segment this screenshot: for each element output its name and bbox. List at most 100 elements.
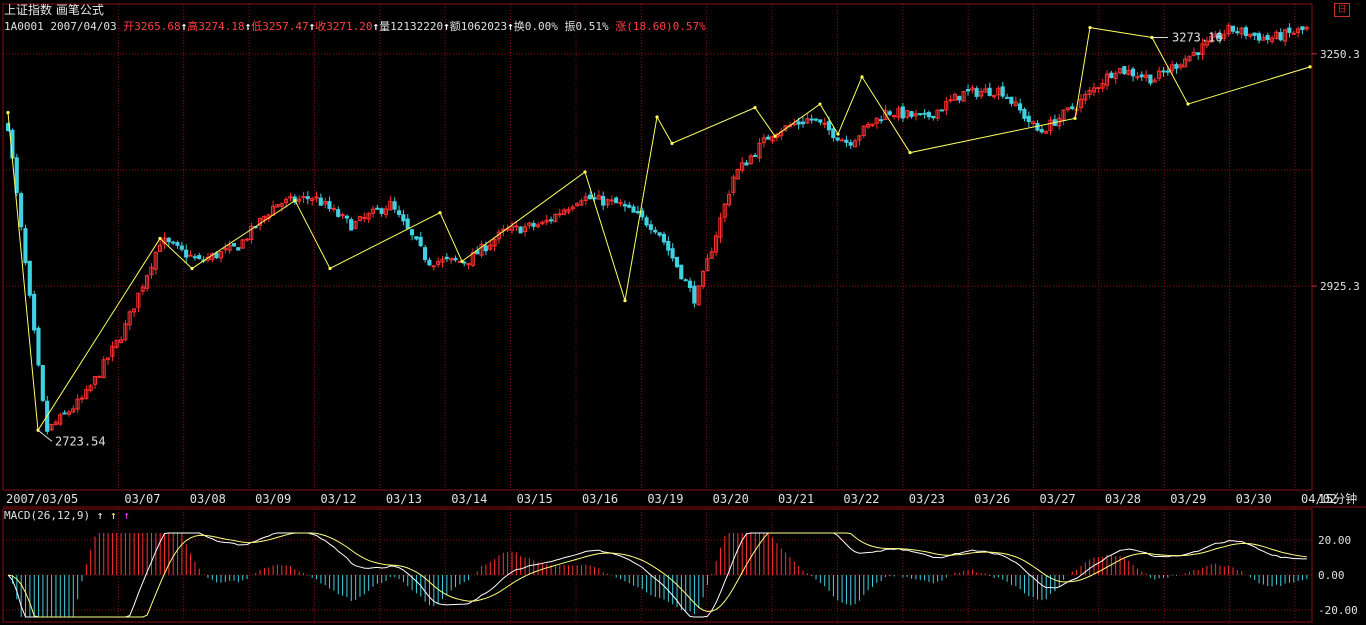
candle-body (1091, 87, 1096, 93)
brush-stroke-vertex (158, 236, 162, 241)
candle-body (144, 275, 150, 289)
candle-body (1165, 70, 1170, 73)
candle-body (557, 213, 562, 216)
candle-body (49, 423, 54, 431)
candle-body (101, 359, 106, 379)
candle-body (153, 251, 158, 270)
candle-body (409, 229, 415, 236)
up-arrow-icon: ↑ (123, 509, 130, 522)
candle-body (1143, 74, 1149, 79)
candle-body (318, 197, 323, 206)
candle-body (1113, 72, 1118, 80)
candle-body (805, 118, 810, 124)
macd-panel-frame (2, 508, 1313, 623)
candle-body (431, 265, 436, 268)
candle-body (548, 219, 554, 222)
change-label: 涨 (615, 20, 627, 33)
candle-body (935, 109, 940, 119)
candle-body (722, 203, 727, 218)
candle-body (705, 258, 710, 272)
open-value: 3265.68 (134, 20, 181, 33)
brush-stroke-vertex (670, 141, 674, 145)
candle-body (1109, 72, 1114, 79)
brush-stroke-vertex (1308, 65, 1312, 69)
candle-body (1096, 87, 1101, 90)
candle-body (605, 199, 610, 206)
x-tick-label: 2007/03/05 (6, 492, 78, 506)
candle-body (375, 207, 380, 210)
candle-body (218, 251, 223, 259)
candle-body (179, 245, 184, 250)
candle-body (131, 308, 137, 313)
candle-body (401, 214, 406, 222)
brush-stroke-vertex (293, 198, 297, 203)
window-icon[interactable]: 日 (1334, 3, 1350, 17)
candle-body (887, 111, 892, 115)
close-value: 3271.20 (326, 20, 373, 33)
candle-body (1004, 96, 1010, 99)
candle-body (1282, 29, 1288, 42)
candle-body (1104, 73, 1110, 86)
candle-body (1122, 66, 1127, 75)
candle-body (1130, 68, 1136, 77)
candle-body (14, 157, 19, 194)
candle-body (753, 154, 758, 157)
up-arrow-icon: ↑ (96, 509, 104, 522)
candle-body (1161, 70, 1166, 73)
candle-body (75, 398, 80, 410)
candle-body (1000, 86, 1005, 97)
candle-body (175, 242, 180, 246)
candle-body (813, 118, 819, 121)
candle-body (1248, 33, 1253, 37)
candle-body (214, 252, 219, 259)
candle-body (1022, 108, 1027, 119)
candle-body (297, 198, 302, 202)
candle-body (353, 221, 358, 229)
candle-body (726, 193, 732, 206)
candle-body (540, 221, 545, 225)
candle-body (1178, 64, 1183, 68)
stock-code: 1A0001 (4, 20, 44, 33)
candle-body (1026, 115, 1031, 123)
candle-body (566, 208, 571, 213)
candle-body (1183, 58, 1188, 68)
macd-dea-line (8, 532, 1307, 618)
candle-body (1152, 79, 1157, 83)
candle-body (627, 204, 632, 208)
candle-body (848, 142, 853, 146)
candle-body (744, 162, 749, 166)
candle-body (305, 196, 310, 200)
candle-body (1274, 31, 1279, 39)
candle-body (683, 279, 688, 282)
candle-body (392, 201, 397, 210)
period-label[interactable]: 15分钟 (1318, 492, 1358, 506)
candle-body (158, 244, 163, 252)
candle-body (948, 99, 953, 102)
candle-body (197, 255, 202, 260)
candle-body (687, 280, 693, 288)
brush-stroke-vertex (1186, 102, 1190, 106)
candle-body (422, 247, 428, 261)
candle-body (344, 215, 349, 219)
candle-body (435, 261, 441, 265)
candle-body (1070, 106, 1075, 110)
candle-body (314, 196, 319, 199)
candle-body (449, 257, 454, 261)
candle-body (1083, 94, 1088, 101)
low-value: 3257.47 (262, 20, 309, 33)
candle-body (905, 110, 910, 118)
candle-body (88, 385, 93, 391)
candle-body (1100, 82, 1105, 89)
candle-body (1009, 96, 1014, 104)
candle-body (970, 87, 975, 91)
candle-body (1278, 32, 1283, 41)
candle-body (800, 121, 805, 125)
candle-body (227, 244, 232, 251)
candle-body (236, 247, 241, 251)
candle-body (1044, 130, 1049, 134)
candle-body (1148, 74, 1153, 84)
up-arrow-icon: ↑ (180, 20, 188, 33)
candle-body (965, 89, 971, 92)
candle-body (149, 266, 154, 276)
